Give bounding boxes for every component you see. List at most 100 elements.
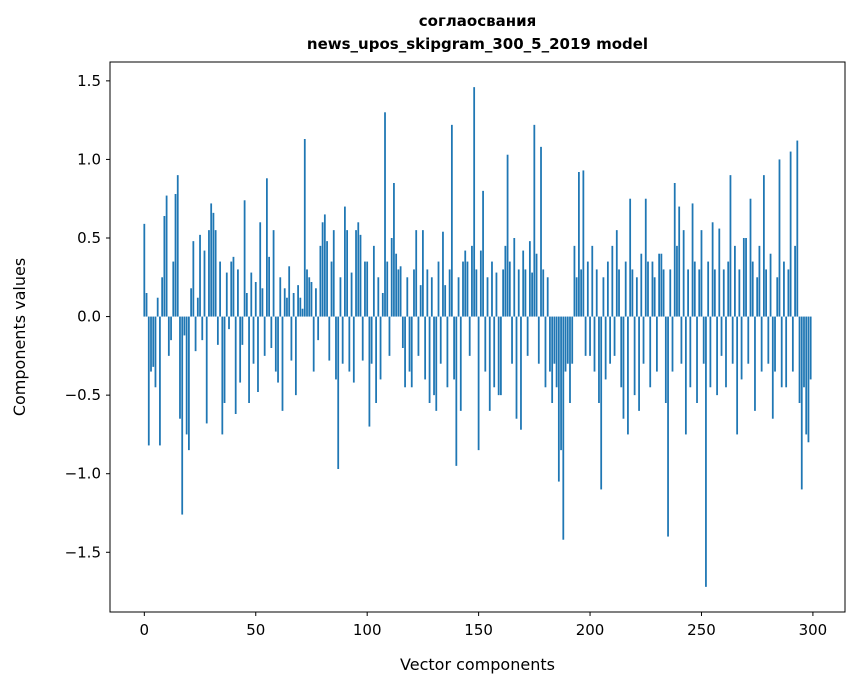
bar bbox=[517, 269, 520, 317]
bar bbox=[557, 316, 560, 482]
bar bbox=[143, 223, 146, 317]
bar bbox=[283, 288, 286, 317]
bar bbox=[419, 285, 422, 317]
bar bbox=[245, 293, 248, 317]
bar bbox=[167, 316, 170, 356]
bar bbox=[326, 241, 328, 317]
bar bbox=[606, 261, 609, 317]
bar bbox=[573, 245, 576, 317]
bar bbox=[493, 316, 496, 388]
bar bbox=[673, 183, 676, 317]
bar bbox=[272, 230, 275, 317]
bar bbox=[163, 216, 166, 317]
bar bbox=[439, 316, 442, 364]
bar bbox=[660, 253, 663, 317]
bar bbox=[609, 316, 611, 364]
bar bbox=[771, 316, 774, 419]
bar bbox=[542, 269, 545, 317]
bar bbox=[297, 285, 299, 317]
bar bbox=[653, 277, 656, 317]
bar bbox=[702, 316, 705, 364]
ticks-layer: 0 50 100 150 200 250 300 −1.5 −1.0 −0.5 0.0 0.5 1.0 1… bbox=[65, 72, 828, 639]
bar bbox=[696, 316, 698, 403]
bar bbox=[455, 316, 458, 466]
bar bbox=[533, 124, 536, 317]
bar bbox=[321, 222, 324, 317]
y-tick-label: −1.0 bbox=[65, 465, 101, 483]
bar bbox=[199, 234, 201, 317]
bar bbox=[263, 316, 266, 356]
y-tick-label: 0.0 bbox=[77, 308, 101, 326]
x-tick-label: 50 bbox=[246, 621, 265, 639]
bar bbox=[323, 214, 326, 317]
y-tick-label: 0.5 bbox=[77, 229, 101, 247]
bar bbox=[390, 238, 393, 317]
bar bbox=[651, 261, 654, 317]
bar bbox=[250, 272, 253, 317]
bar bbox=[602, 277, 605, 317]
bar bbox=[738, 269, 741, 317]
bar bbox=[647, 261, 649, 317]
bar bbox=[526, 316, 529, 356]
bar bbox=[624, 261, 627, 317]
bar bbox=[488, 316, 491, 411]
bar bbox=[259, 222, 262, 317]
bar bbox=[791, 316, 794, 372]
bar bbox=[379, 316, 382, 380]
bar bbox=[170, 316, 172, 341]
bar bbox=[734, 245, 736, 317]
bar bbox=[705, 316, 707, 587]
bar bbox=[785, 316, 788, 388]
bar bbox=[678, 206, 681, 317]
bar bbox=[194, 316, 197, 352]
bar bbox=[381, 293, 384, 317]
bar bbox=[729, 175, 732, 317]
bar bbox=[502, 269, 505, 317]
bar bbox=[339, 277, 342, 317]
bar bbox=[631, 269, 634, 317]
bar bbox=[161, 277, 164, 317]
bar bbox=[154, 316, 157, 388]
bar bbox=[188, 316, 190, 451]
bar bbox=[317, 316, 320, 341]
bar bbox=[457, 277, 460, 317]
bar bbox=[428, 316, 431, 403]
bar bbox=[667, 316, 669, 537]
bar bbox=[223, 316, 226, 403]
bar bbox=[359, 234, 362, 317]
bar bbox=[727, 261, 730, 317]
bar bbox=[462, 261, 464, 317]
bar bbox=[736, 316, 739, 435]
x-tick-label: 250 bbox=[687, 621, 716, 639]
bar bbox=[294, 316, 297, 396]
bar bbox=[201, 316, 204, 341]
bar bbox=[720, 316, 723, 356]
bar bbox=[479, 250, 482, 317]
bar bbox=[749, 198, 752, 317]
bar bbox=[415, 230, 418, 317]
bar bbox=[680, 316, 683, 364]
bar bbox=[682, 230, 685, 317]
bar bbox=[430, 277, 433, 317]
bar bbox=[774, 316, 776, 372]
bar bbox=[212, 212, 215, 317]
bar bbox=[274, 316, 277, 372]
plot-border bbox=[109, 61, 846, 613]
bars-layer bbox=[143, 87, 812, 587]
bar bbox=[613, 316, 616, 356]
bar bbox=[330, 261, 333, 317]
bar bbox=[522, 250, 525, 317]
bar bbox=[796, 140, 799, 317]
bar bbox=[762, 175, 765, 317]
bar bbox=[482, 190, 484, 317]
bar bbox=[528, 241, 531, 317]
bar bbox=[286, 297, 288, 317]
bar bbox=[310, 282, 313, 317]
bar bbox=[535, 253, 538, 317]
bar bbox=[722, 269, 725, 317]
bar bbox=[397, 269, 400, 317]
bar bbox=[232, 256, 235, 317]
bar bbox=[468, 316, 471, 356]
bar bbox=[560, 316, 562, 451]
